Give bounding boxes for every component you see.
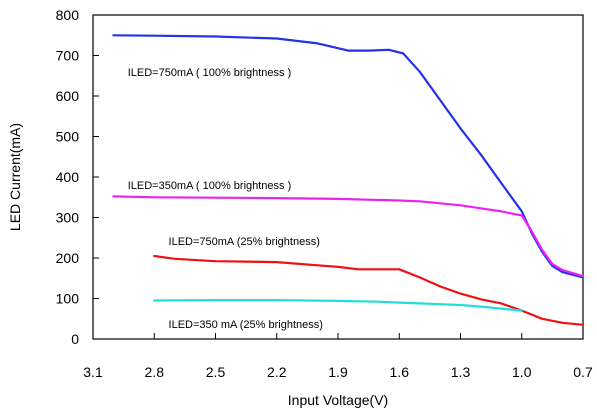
x-tick-label: 3.1 <box>83 364 103 380</box>
x-tick-label: 1.6 <box>390 364 410 380</box>
x-tick-label: 2.2 <box>267 364 287 380</box>
y-tick-label: 600 <box>56 88 80 104</box>
y-tick-label: 0 <box>71 331 79 347</box>
curve-annotation: ILED=750mA (25% brightness) <box>169 236 320 248</box>
y-tick-label: 100 <box>56 291 80 307</box>
y-tick-label: 800 <box>56 7 80 23</box>
y-tick-label: 700 <box>56 48 80 64</box>
x-tick-label: 1.9 <box>328 364 348 380</box>
x-axis-ticks: 3.1 2.8 2.5 2.2 1.9 1.6 1.3 1.0 0.7 <box>83 333 593 380</box>
series-line-2 <box>112 195 585 278</box>
y-tick-label: 300 <box>56 210 80 226</box>
y-tick-label: 400 <box>56 169 80 185</box>
curve-annotation: ILED=350mA ( 100% brightness ) <box>128 180 292 192</box>
series-layer <box>112 34 585 326</box>
x-tick-label: 0.7 <box>573 364 593 380</box>
annotation-layer: ILED=750mA ( 100% brightness ) ILED=350mA… <box>128 67 323 331</box>
curve-annotation: ILED=350 mA (25% brightness) <box>169 319 323 331</box>
y-tick-label: 500 <box>56 129 80 145</box>
curve-annotation: ILED=750mA ( 100% brightness ) <box>128 67 292 79</box>
x-axis-title: Input Voltage(V) <box>288 392 388 408</box>
x-tick-label: 1.0 <box>512 364 532 380</box>
x-tick-label: 2.5 <box>206 364 226 380</box>
series-line-4 <box>153 299 523 312</box>
plot-frame <box>92 14 584 340</box>
x-tick-label: 2.8 <box>145 364 165 380</box>
y-axis-ticks: 0 100 200 300 400 500 600 700 800 <box>56 7 99 347</box>
y-axis-title: LED Current(mA) <box>7 123 23 231</box>
series-line-3 <box>153 254 585 326</box>
x-tick-label: 1.3 <box>451 364 471 380</box>
y-tick-label: 200 <box>56 250 80 266</box>
